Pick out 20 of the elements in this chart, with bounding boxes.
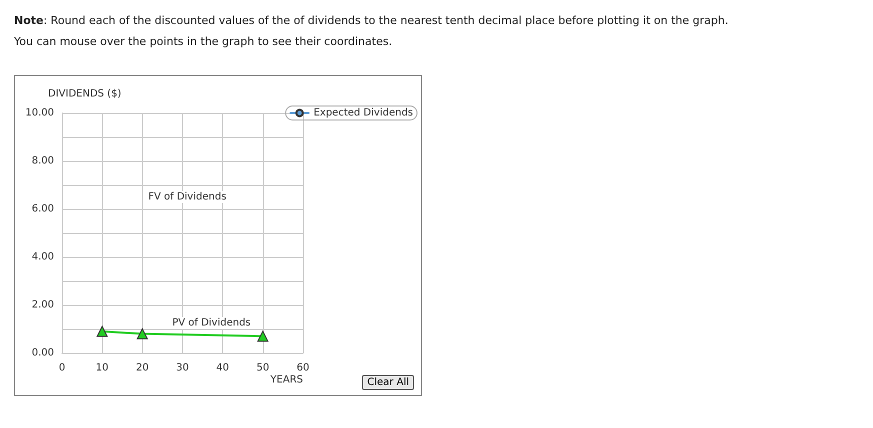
y-tick-label: 4.00 — [32, 252, 54, 262]
legend-label: Expected Dividends — [314, 108, 413, 118]
y-tick-label: 6.00 — [32, 204, 54, 214]
text: Note: Round each of the discounted values of the of dividends to the nearest tenth decimal place before plotting it on the graph. You can mouse over the points in the graph to see their coordinates. — [14, 13, 730, 50]
y-tick-label: 8.00 — [32, 156, 54, 166]
x-tick-label: 40 — [216, 362, 230, 374]
x-tick-label: 30 — [176, 362, 189, 374]
x-tick-label: 10 — [96, 362, 109, 374]
annotation: PV of Dividends — [172, 318, 251, 328]
text: Clear All — [362, 375, 414, 390]
x-axis-title: YEARS — [269, 374, 303, 386]
y-tick-label: 2.00 — [32, 300, 54, 310]
x-tick-label: 50 — [256, 362, 270, 374]
x-tick-label: 20 — [136, 362, 149, 374]
y-tick-label: 10.00 — [25, 108, 54, 118]
annotation: FV of Dividends — [148, 192, 226, 202]
x-tick-label: 60 — [296, 362, 310, 374]
y-axis-title: DIVIDENDS ($) — [48, 88, 122, 100]
y-tick-label: 0.00 — [32, 348, 54, 358]
x-tick-label: 0 — [58, 362, 66, 374]
